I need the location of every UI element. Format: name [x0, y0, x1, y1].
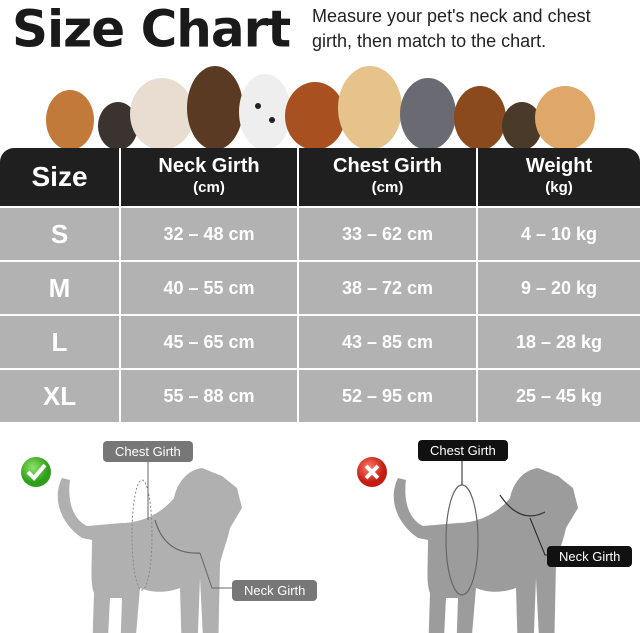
- chest-girth-label-correct: Chest Girth: [103, 441, 193, 462]
- chest-cell: 43 – 85 cm: [298, 314, 478, 370]
- weight-cell: 9 – 20 kg: [477, 260, 640, 316]
- column-header-size: Size: [0, 148, 121, 207]
- page-title: Size Chart: [12, 0, 291, 59]
- column-header-weight: Weight (kg): [477, 148, 640, 207]
- table-row: L 45 – 65 cm 43 – 85 cm 18 – 28 kg: [0, 314, 640, 370]
- table-row: XL 55 – 88 cm 52 – 95 cm 25 – 45 kg: [0, 368, 640, 424]
- neck-cell: 32 – 48 cm: [120, 206, 299, 262]
- size-table: Size Neck Girth (cm) Chest Girth (cm) Weig…: [0, 148, 640, 424]
- neck-cell: 55 – 88 cm: [120, 368, 299, 424]
- neck-girth-label-wrong: Neck Girth: [547, 546, 633, 567]
- chest-cell: 38 – 72 cm: [298, 260, 478, 316]
- size-cell: L: [0, 314, 121, 370]
- weight-cell: 4 – 10 kg: [477, 206, 640, 262]
- weight-cell: 18 – 28 kg: [477, 314, 640, 370]
- table-row: S 32 – 48 cm 33 – 62 cm 4 – 10 kg: [0, 206, 640, 262]
- column-header-chest-girth: Chest Girth (cm): [298, 148, 478, 207]
- subtitle: Measure your pet's neck and chest girth,…: [312, 6, 591, 51]
- neck-girth-label-correct: Neck Girth: [232, 580, 318, 601]
- table-row: M 40 – 55 cm 38 – 72 cm 9 – 20 kg: [0, 260, 640, 316]
- size-cell: XL: [0, 368, 121, 424]
- neck-cell: 45 – 65 cm: [120, 314, 299, 370]
- neck-cell: 40 – 55 cm: [120, 260, 299, 316]
- size-cell: M: [0, 260, 121, 316]
- chest-cell: 52 – 95 cm: [298, 368, 478, 424]
- check-icon: [21, 457, 51, 487]
- chest-cell: 33 – 62 cm: [298, 206, 478, 262]
- column-header-neck-girth: Neck Girth (cm): [120, 148, 299, 207]
- weight-cell: 25 – 45 kg: [477, 368, 640, 424]
- dog-silhouette-correct: [57, 468, 243, 633]
- measurement-diagram: Chest Girth Neck Girth Chest Girth Neck …: [0, 430, 640, 633]
- chest-girth-label-wrong: Chest Girth: [418, 440, 508, 461]
- table-header-row: Size Neck Girth (cm) Chest Girth (cm) Weig…: [0, 148, 640, 207]
- dogs-photo-banner: [46, 66, 595, 150]
- size-cell: S: [0, 206, 121, 262]
